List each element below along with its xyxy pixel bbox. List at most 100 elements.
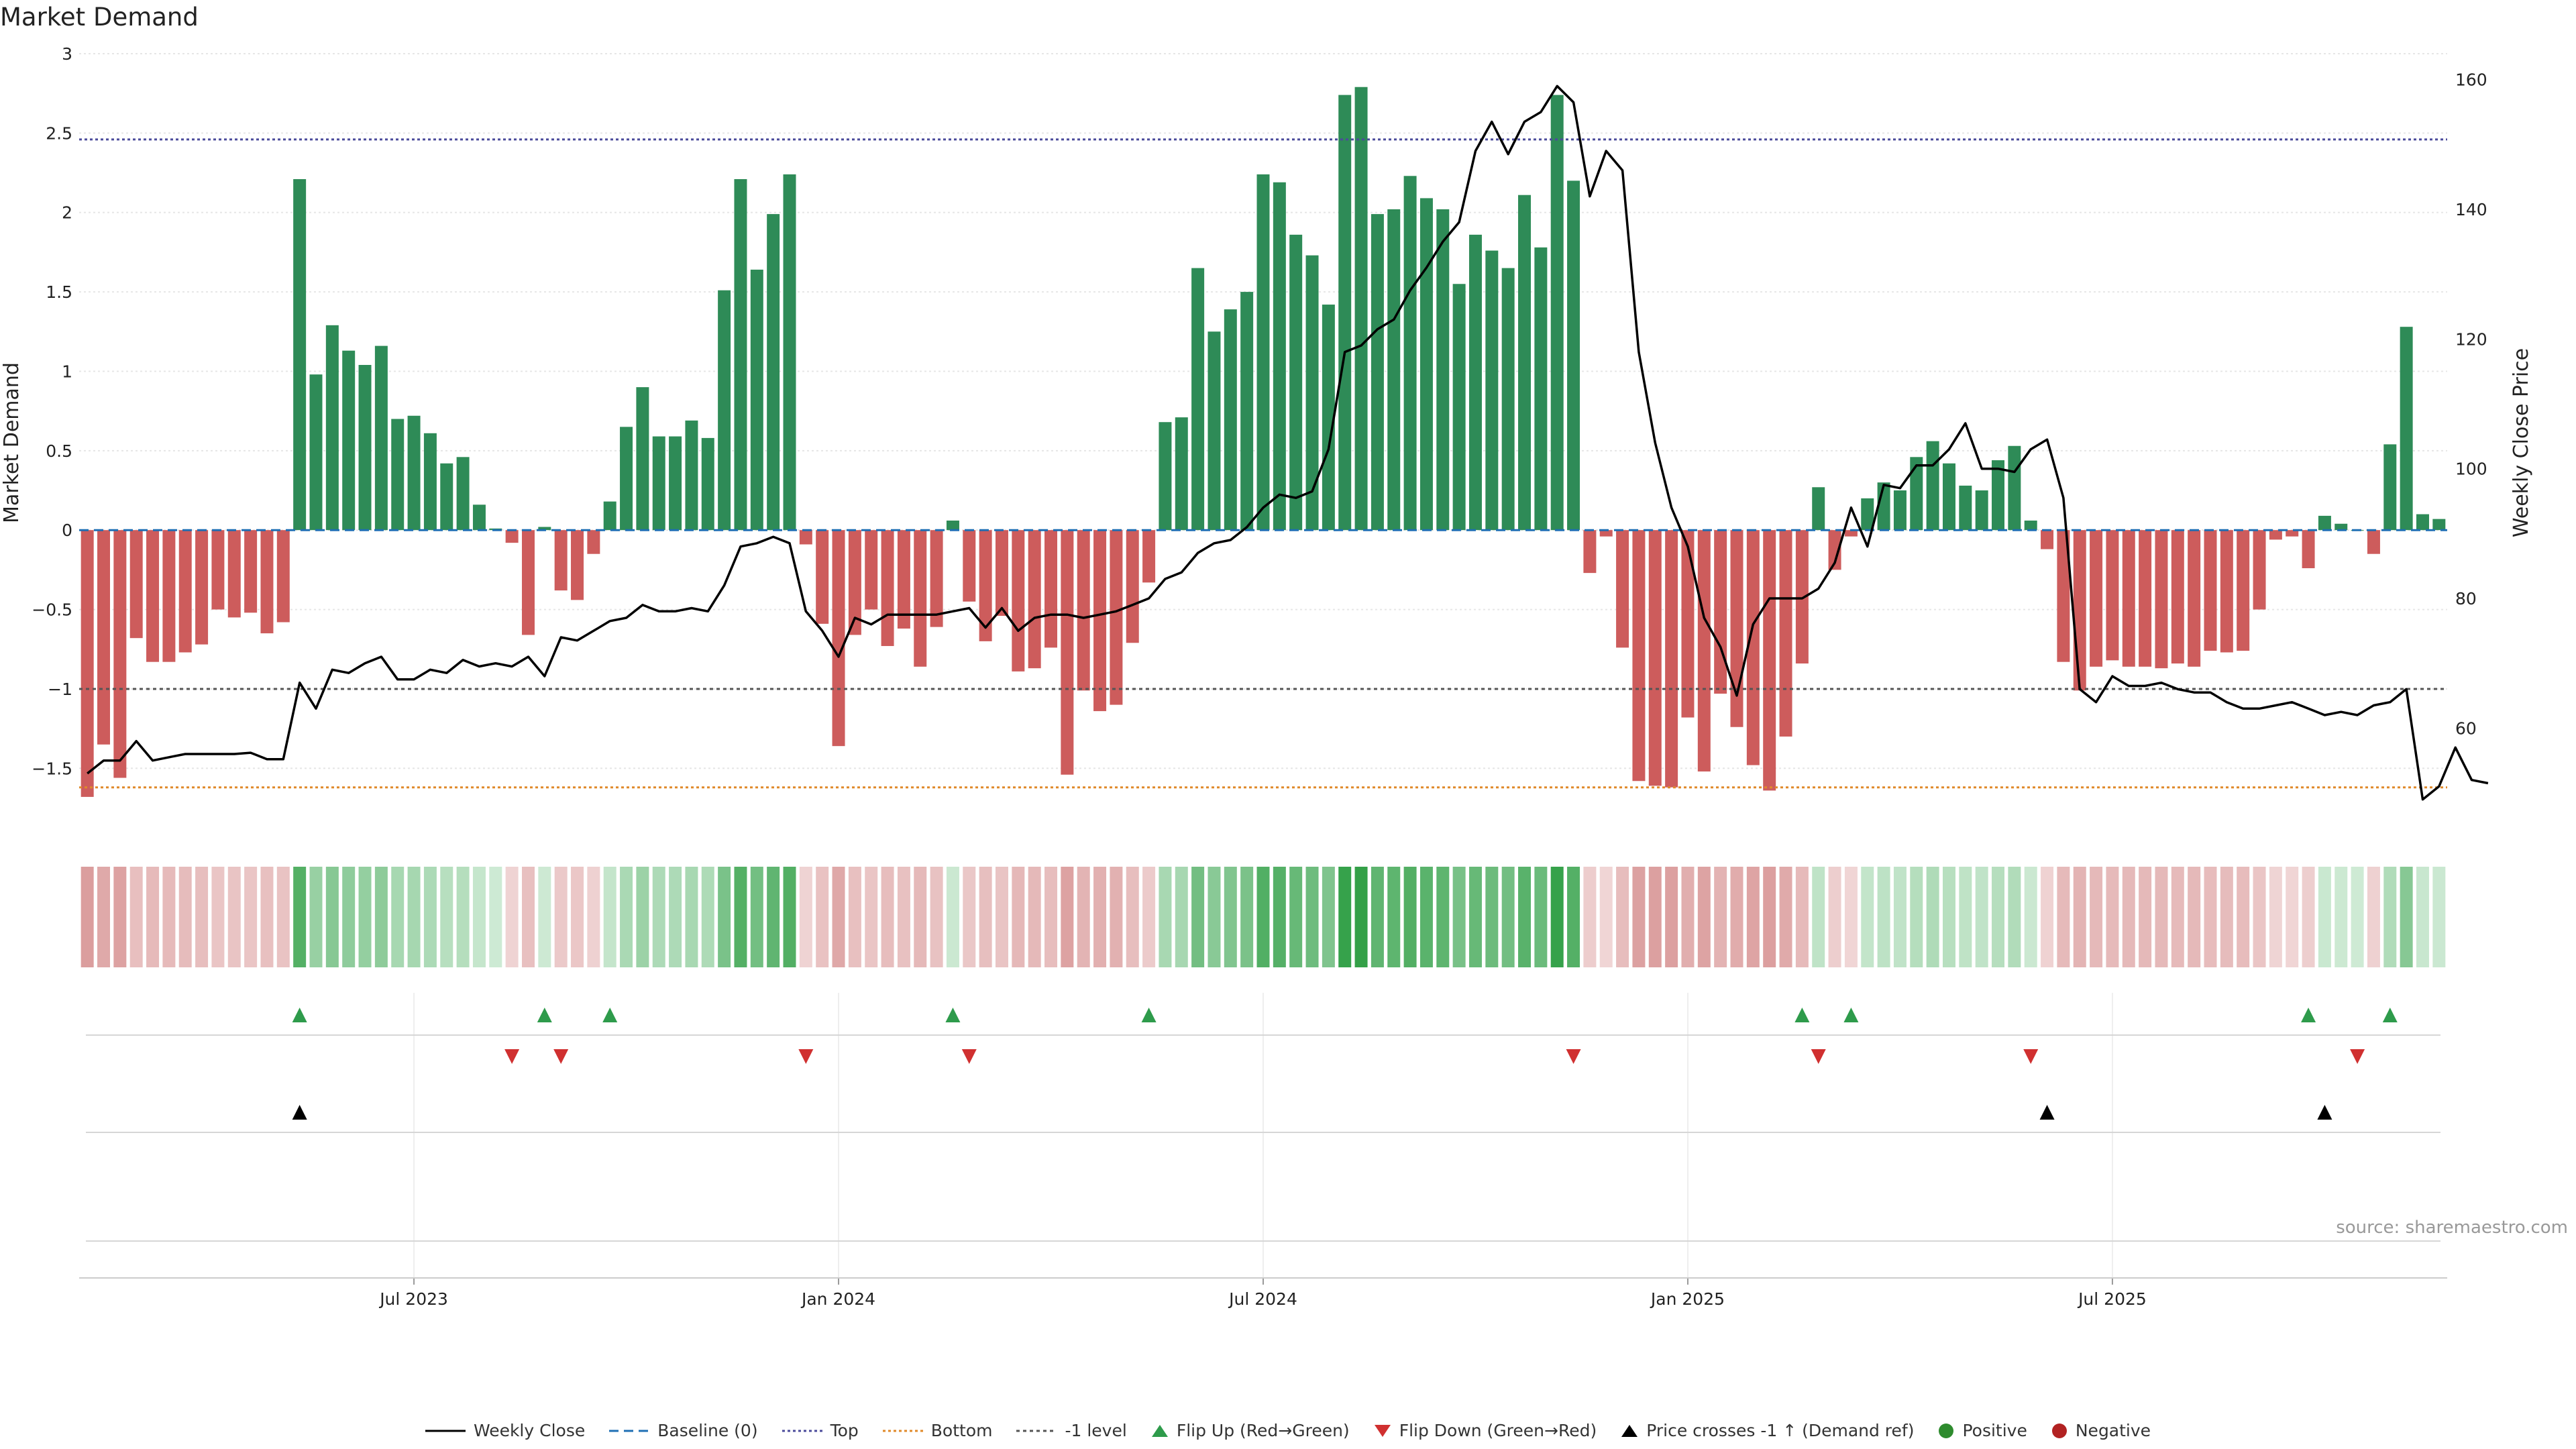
flip-up-marker: [945, 1008, 961, 1022]
strength-cell: [832, 867, 845, 967]
strength-cell: [1681, 867, 1695, 967]
demand-bar: [946, 521, 959, 531]
strength-cell: [1403, 867, 1417, 967]
legend-item: -1 level: [1016, 1421, 1127, 1440]
y-tick-label: 2.5: [46, 123, 72, 143]
strength-cell: [2383, 867, 2397, 967]
strength-cell: [2367, 867, 2380, 967]
strength-cell: [325, 867, 339, 967]
legend-label: Bottom: [930, 1421, 993, 1440]
demand-bar: [521, 530, 535, 635]
demand-bar: [2334, 523, 2348, 531]
demand-bar: [701, 437, 714, 531]
flip-down-marker: [2350, 1049, 2365, 1064]
x-tick-label: Jan 2025: [1650, 1289, 1725, 1309]
flip-down-marker: [961, 1049, 977, 1064]
strength-cell: [1648, 867, 1662, 967]
demand-bar: [1012, 530, 1025, 672]
demand-bar: [554, 530, 568, 591]
demand-bar: [734, 179, 747, 531]
demand-bar: [2041, 530, 2054, 549]
x-tick-label: Jul 2025: [2077, 1289, 2147, 1309]
demand-bar: [603, 501, 616, 531]
demand-bar: [1305, 255, 1319, 531]
y-tick-label: 3: [62, 44, 72, 64]
strength-cell: [750, 867, 763, 967]
strength-cell: [1518, 867, 1532, 967]
strength-cell: [1338, 867, 1352, 967]
demand-bar: [685, 420, 698, 531]
y2-axis-label: Weekly Close Price: [2510, 348, 2533, 537]
strength-cell: [2204, 867, 2217, 967]
legend-item: Flip Up (Red→Green): [1151, 1421, 1350, 1440]
demand-bar: [244, 530, 258, 613]
strength-cell: [472, 867, 486, 967]
dotted-line-icon: [782, 1430, 822, 1432]
demand-bar: [963, 530, 976, 602]
legend: Weekly Close Baseline (0) Top Bottom -1 …: [0, 1421, 2576, 1440]
y-tick-label: 2: [62, 203, 72, 223]
y-tick-label: 1.5: [46, 282, 72, 302]
strength-cell: [1910, 867, 1923, 967]
strength-cell: [767, 867, 780, 967]
strength-cell: [1828, 867, 1841, 967]
strength-cell: [2024, 867, 2037, 967]
dashed-line-icon: [1016, 1430, 1057, 1432]
demand-bar: [995, 530, 1008, 616]
strength-cell: [995, 867, 1008, 967]
y-tick-label: −0.5: [32, 600, 72, 620]
demand-bar: [260, 530, 274, 634]
strength-cell: [146, 867, 160, 967]
strength-cell: [1697, 867, 1711, 967]
strength-cell: [1763, 867, 1776, 967]
demand-bar: [1338, 95, 1352, 531]
legend-item: Negative: [2051, 1421, 2151, 1440]
demand-bar: [162, 530, 176, 662]
strength-cell: [946, 867, 959, 967]
legend-label: Positive: [1962, 1421, 2027, 1440]
demand-bar: [1256, 174, 1270, 531]
y-tick-label: 0.5: [46, 441, 72, 461]
strength-cell: [881, 867, 894, 967]
strength-cell: [1436, 867, 1450, 967]
strength-cell: [1110, 867, 1123, 967]
demand-bar: [1648, 530, 1662, 786]
demand-bar: [1844, 530, 1858, 537]
demand-bar: [1077, 530, 1090, 691]
strength-cell: [1942, 867, 1955, 967]
strength-cell: [358, 867, 372, 967]
strength-cell: [407, 867, 421, 967]
strength-cell: [1419, 867, 1433, 967]
strength-cell: [1159, 867, 1172, 967]
demand-bar: [1746, 530, 1760, 765]
demand-bar: [407, 415, 421, 531]
strength-cell: [1926, 867, 1939, 967]
demand-bar: [1354, 87, 1368, 531]
demand-bar: [129, 530, 143, 639]
demand-bar: [2057, 530, 2070, 662]
strength-cell: [1812, 867, 1825, 967]
y-axis-label: Market Demand: [0, 362, 23, 523]
strength-cell: [1567, 867, 1580, 967]
demand-bar: [2008, 445, 2021, 531]
strength-cell: [195, 867, 209, 967]
demand-bar: [2383, 444, 2397, 531]
demand-bar: [80, 530, 94, 797]
demand-bar: [2367, 530, 2380, 554]
demand-bar: [211, 530, 225, 610]
demand-bar: [1599, 530, 1613, 537]
demand-bar: [2286, 530, 2299, 537]
strength-cell: [1061, 867, 1074, 967]
demand-bar: [1093, 530, 1107, 712]
demand-bar: [620, 427, 633, 531]
demand-bar: [1126, 530, 1139, 643]
flip-down-marker: [2023, 1049, 2039, 1064]
strength-cell: [1746, 867, 1760, 967]
strength-cell: [1992, 867, 2005, 967]
x-tick-label: Jan 2024: [800, 1289, 875, 1309]
demand-bar: [1763, 530, 1776, 791]
flip-up-marker: [1794, 1008, 1810, 1022]
strength-cell: [1501, 867, 1515, 967]
strength-cell: [97, 867, 111, 967]
demand-bar: [2073, 530, 2086, 691]
